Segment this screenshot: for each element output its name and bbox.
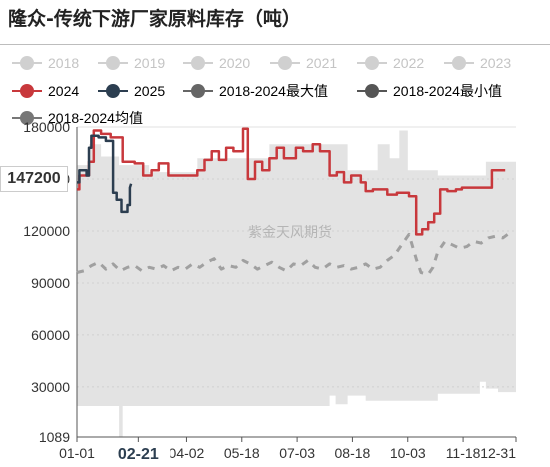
highlight-x-label: 02-21 [118, 446, 159, 463]
legend-item-2019[interactable]: 2019 [98, 52, 165, 74]
legend-marker [357, 84, 387, 98]
legend-marker [98, 56, 128, 70]
legend-marker [357, 56, 387, 70]
x-tick-label: 01-01 [59, 445, 95, 461]
legend-item-2018[interactable]: 2018 [12, 52, 79, 74]
legend-label: 2018 [48, 55, 80, 71]
legend-label: 2024 [48, 83, 80, 99]
legend-label: 2019 [134, 55, 166, 71]
legend-item-2023[interactable]: 2023 [444, 52, 511, 74]
legend-marker [12, 56, 42, 70]
legend-label: 2018-2024最小值 [393, 83, 502, 99]
legend-item-2018-2024均值[interactable]: 2018-2024均值 [12, 107, 143, 129]
legend-item-2021[interactable]: 2021 [270, 52, 337, 74]
series-line-2024 [77, 127, 506, 236]
legend-marker [12, 84, 42, 98]
legend-item-2022[interactable]: 2022 [357, 52, 424, 74]
legend-item-2018-2024最大值[interactable]: 2018-2024最大值 [183, 80, 328, 102]
legend-item-2025[interactable]: 2025 [98, 80, 165, 102]
legend-marker [12, 111, 42, 125]
legend-label: 2023 [480, 55, 512, 71]
legend-marker [183, 84, 213, 98]
title-divider [0, 44, 550, 45]
legend-label: 2021 [306, 55, 338, 71]
legend-item-2020[interactable]: 2020 [183, 52, 250, 74]
x-tick-label: 11-18 [446, 445, 481, 461]
legend-marker [270, 56, 300, 70]
legend-label: 2025 [134, 83, 166, 99]
x-tick-label: 08-18 [335, 445, 371, 461]
x-tick-label: 05-18 [224, 445, 260, 461]
legend-label: 2018-2024均值 [48, 110, 143, 126]
x-tick-label: 12-31 [480, 445, 516, 461]
legend-label: 2018-2024最大值 [219, 83, 328, 99]
legend-item-2024[interactable]: 2024 [12, 80, 79, 102]
y-tick-label: 60000 [31, 327, 70, 343]
y-tick-label: 90000 [31, 275, 70, 291]
legend-label: 2022 [393, 55, 425, 71]
last-value-label: 147200 [0, 166, 68, 192]
watermark: 紫金天风期货 [248, 224, 332, 240]
series-line-2018-2024均值 [76, 232, 509, 276]
range-band [77, 130, 516, 437]
legend-marker [444, 56, 474, 70]
legend-item-2018-2024最小值[interactable]: 2018-2024最小值 [357, 80, 502, 102]
legend-marker [98, 84, 128, 98]
y-tick-label: 30000 [31, 379, 70, 395]
x-tick-label: 10-03 [390, 445, 426, 461]
legend-label: 2020 [219, 55, 251, 71]
highlight-x-box [106, 443, 171, 467]
x-tick-label: 04-02 [169, 445, 205, 461]
series-line-2025 [77, 134, 133, 214]
y-tick-label: 1089 [39, 429, 70, 445]
x-tick-label: 07-03 [279, 445, 315, 461]
legend-marker [183, 56, 213, 70]
y-tick-label: 120000 [23, 223, 70, 239]
chart-title: 隆众-传统下游厂家原料库存（吨） [8, 8, 301, 30]
